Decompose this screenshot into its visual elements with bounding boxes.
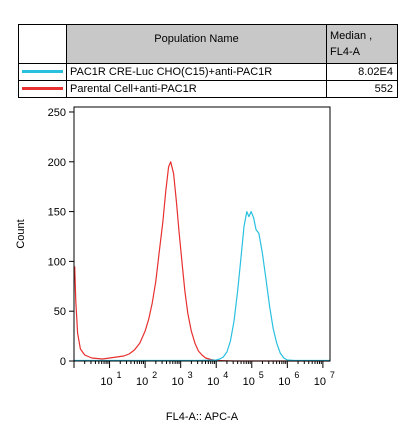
x-tick-label-4: 10 [207, 376, 219, 388]
row-2-swatch [22, 87, 63, 90]
header-median-line1: Median , [330, 30, 373, 42]
x-tick-label-1: 10 [100, 376, 112, 388]
y-tick-label-0: 0 [60, 356, 66, 368]
x-axis: 10 1 10 2 10 3 10 4 10 5 10 6 10 7 [73, 361, 335, 388]
y-tick-label-5: 250 [48, 107, 66, 119]
row-1-median: 8.02E4 [358, 66, 393, 78]
row-2-median: 552 [374, 83, 393, 95]
series-group [74, 161, 330, 362]
header-median-line2: FL4-A [330, 46, 360, 58]
row-1-swatch [22, 70, 63, 73]
x-tick-exponent-2: 2 [152, 370, 157, 380]
plot-frame [73, 106, 331, 362]
x-tick-label-5: 10 [243, 376, 255, 388]
row-2-median-cell: 552 [326, 80, 398, 98]
x-tick-exponent-7: 7 [330, 370, 335, 380]
x-tick-label-6: 10 [278, 376, 290, 388]
header-population-label: Population Name [154, 33, 239, 45]
row-1-name: PAC1R CRE-Luc CHO(C15)+anti-PAC1R [70, 66, 273, 78]
y-tick-label-1: 50 [54, 306, 66, 318]
legend-table: Population Name Median , FL4-A PAC1R CRE… [18, 24, 398, 98]
y-tick-label-4: 200 [48, 157, 66, 169]
y-tick-label-2: 100 [48, 256, 66, 268]
y-axis-label: Count [15, 219, 27, 248]
x-tick-exponent-4: 4 [223, 370, 228, 380]
x-tick-exponent-5: 5 [259, 370, 264, 380]
x-tick-label-7: 10 [314, 376, 326, 388]
x-tick-exponent-1: 1 [117, 370, 122, 380]
x-axis-label: FL4-A:: APC-A [166, 411, 239, 423]
row-2-name: Parental Cell+anti-PAC1R [70, 83, 197, 95]
y-tick-label-3: 150 [48, 207, 66, 219]
x-tick-exponent-3: 3 [188, 370, 193, 380]
y-axis: 0 50 100 150 200 250 [48, 107, 74, 368]
x-tick-exponent-6: 6 [294, 370, 299, 380]
x-tick-label-2: 10 [136, 376, 148, 388]
series-line-2 [74, 211, 330, 362]
series-line-1 [74, 161, 330, 362]
x-tick-label-3: 10 [172, 376, 184, 388]
